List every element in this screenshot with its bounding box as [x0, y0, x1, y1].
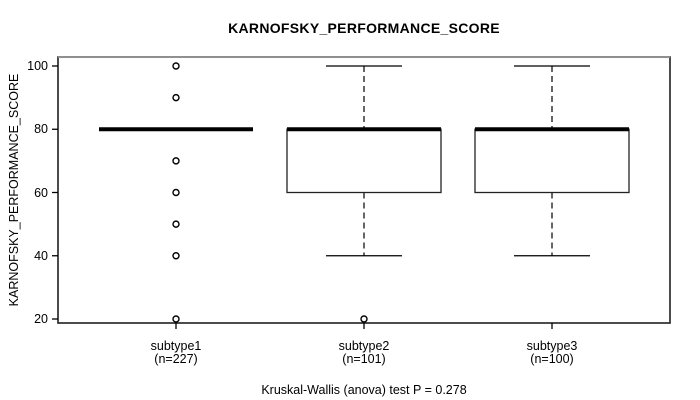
- y-tick-label-80: 80: [34, 122, 48, 136]
- outlier-point: [172, 157, 180, 165]
- outlier-point: [172, 252, 180, 260]
- group-n: (n=100): [530, 352, 574, 366]
- stat-caption: Kruskal-Wallis (anova) test P = 0.278: [261, 383, 467, 397]
- y-tick-label-20: 20: [34, 312, 48, 326]
- group-n: (n=101): [342, 352, 386, 366]
- x-group-label-subtype2: subtype2 (n=101): [284, 340, 444, 366]
- outlier-point: [172, 62, 180, 70]
- box: [286, 128, 442, 194]
- outlier-point: [172, 188, 180, 197]
- y-tick-label-40: 40: [34, 249, 48, 263]
- outlier-point: [172, 93, 180, 102]
- x-group-label-subtype1: subtype1 (n=227): [96, 340, 256, 366]
- group-n: (n=227): [154, 352, 198, 366]
- chart-title: KARNOFSKY_PERFORMANCE_SCORE: [228, 20, 500, 36]
- outlier-point: [172, 315, 180, 323]
- group-name: subtype2: [338, 339, 390, 353]
- y-tick-label-100: 100: [27, 59, 48, 73]
- group-name: subtype1: [150, 339, 202, 353]
- y-tick-label-60: 60: [34, 186, 48, 200]
- group-name: subtype3: [526, 339, 578, 353]
- outlier-point: [360, 315, 368, 323]
- x-group-label-subtype3: subtype3 (n=100): [472, 340, 632, 366]
- box: [474, 128, 630, 194]
- outlier-point: [172, 220, 180, 228]
